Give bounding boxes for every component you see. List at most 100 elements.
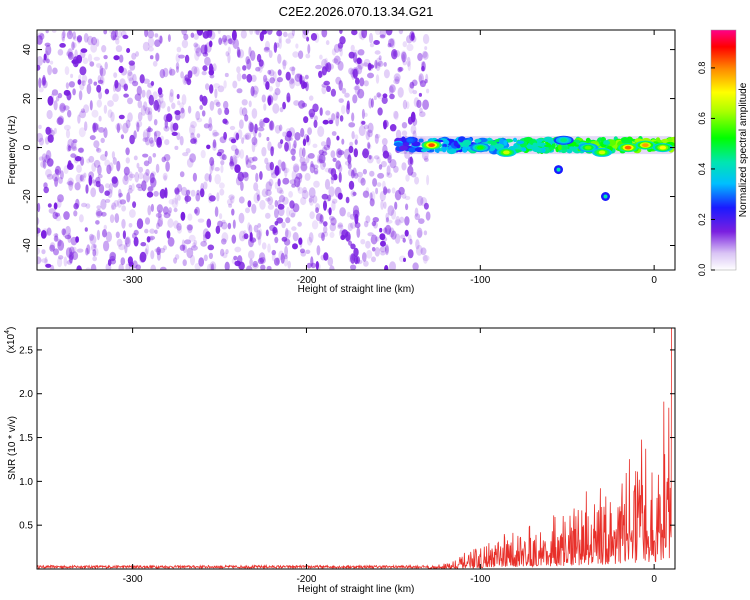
noise-blob (300, 127, 305, 138)
noise-blob (65, 225, 71, 236)
noise-blob (252, 260, 258, 268)
noise-blob (248, 120, 252, 126)
noise-blob (295, 43, 299, 49)
noise-blob (109, 214, 115, 224)
noise-blob (88, 155, 95, 163)
noise-blob (149, 172, 155, 184)
noise-blob (122, 230, 126, 240)
noise-blob (159, 35, 163, 44)
noise-blob (332, 58, 339, 64)
noise-blob (324, 167, 331, 173)
noise-blob (277, 178, 281, 187)
noise-blob (337, 150, 345, 156)
noise-blob (108, 183, 113, 194)
noise-blob (278, 250, 284, 261)
noise-blob (422, 99, 429, 110)
noise-blob (370, 98, 374, 108)
noise-blob (248, 100, 252, 108)
noise-blob (196, 117, 203, 123)
noise-blob (253, 182, 259, 192)
noise-blob (197, 218, 205, 223)
noise-blob (401, 130, 408, 136)
noise-blob (306, 262, 312, 269)
noise-blob (284, 167, 288, 178)
noise-blob (169, 67, 173, 76)
signal-blob (621, 140, 631, 144)
noise-blob (145, 136, 150, 146)
noise-blob (308, 187, 316, 199)
noise-blob (210, 160, 215, 171)
noise-blob (238, 196, 245, 204)
noise-blob (243, 172, 249, 182)
noise-blob (87, 78, 93, 85)
noise-blob (154, 131, 157, 143)
noise-blob (254, 30, 260, 35)
noise-blob (269, 161, 274, 171)
noise-blob (234, 260, 241, 267)
noise-blob (55, 96, 60, 102)
noise-blob (143, 160, 150, 167)
noise-blob (202, 31, 210, 39)
noise-blob (377, 172, 385, 179)
noise-blob (367, 62, 372, 71)
noise-blob (379, 191, 386, 202)
noise-blob (38, 124, 42, 130)
noise-blob (367, 72, 374, 79)
signal-blob (462, 146, 468, 153)
snr-xlabel: Height of straight line (km) (298, 584, 415, 595)
noise-blob (269, 224, 276, 232)
noise-blob (341, 105, 346, 115)
noise-blob (87, 53, 93, 63)
noise-blob (201, 95, 208, 106)
noise-blob (277, 53, 282, 64)
noise-blob (275, 257, 280, 265)
noise-blob (277, 203, 285, 210)
noise-blob (63, 124, 71, 131)
noise-blob (135, 264, 141, 270)
noise-blob (423, 155, 429, 162)
noise-blob (360, 239, 366, 245)
noise-blob (253, 129, 257, 138)
noise-blob (241, 73, 247, 80)
noise-blob (73, 210, 78, 217)
noise-blob (215, 225, 221, 234)
noise-blob (409, 81, 415, 89)
noise-blob (298, 100, 306, 109)
noise-blob (57, 238, 62, 247)
noise-blob (270, 167, 275, 176)
noise-blob (292, 232, 299, 242)
noise-blob (315, 64, 322, 70)
noise-blob (150, 250, 155, 260)
noise-blob (140, 105, 147, 116)
noise-blob (379, 30, 387, 38)
noise-blob (388, 38, 395, 47)
noise-blob (352, 94, 358, 104)
noise-blob (263, 78, 270, 87)
noise-blob (222, 34, 227, 43)
noise-blob (150, 81, 155, 86)
noise-blob (375, 62, 381, 71)
noise-blob (229, 155, 233, 165)
noise-blob (37, 230, 40, 237)
noise-blob (72, 42, 77, 48)
noise-blob (209, 163, 213, 175)
noise-blob (259, 171, 263, 180)
noise-blob (363, 124, 369, 130)
noise-blob (276, 187, 283, 194)
noise-blob (239, 149, 245, 159)
noise-blob (121, 218, 126, 229)
noise-blob (195, 47, 202, 57)
noise-blob (293, 100, 300, 106)
noise-blob (55, 233, 58, 241)
noise-blob (182, 244, 187, 253)
noise-blob (368, 32, 374, 44)
x-tick-label: -200 (296, 574, 316, 585)
noise-blob (186, 224, 193, 231)
noise-blob (79, 214, 84, 223)
noise-blob (150, 203, 154, 212)
noise-blob (169, 88, 174, 97)
noise-blob (59, 104, 67, 112)
noise-blob (100, 198, 107, 210)
noise-blob (196, 133, 201, 139)
